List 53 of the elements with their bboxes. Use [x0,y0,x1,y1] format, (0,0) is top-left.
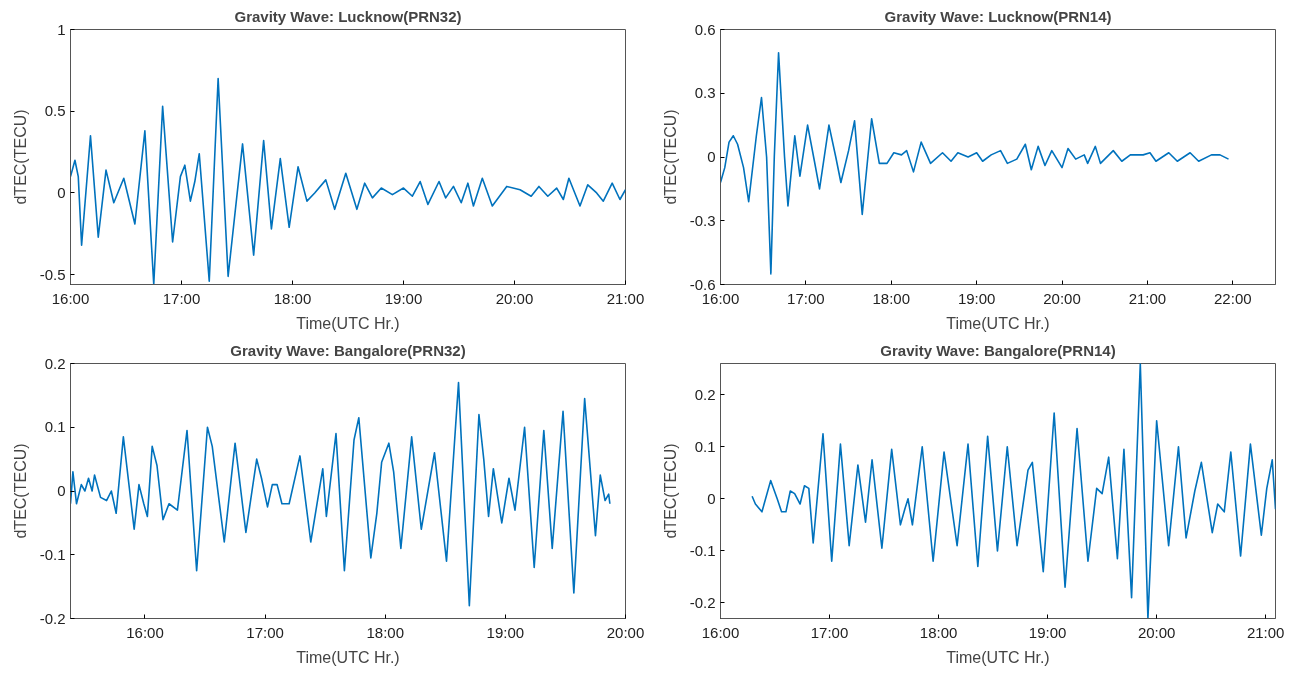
x-tick-label: 20:00 [1043,289,1081,307]
x-tick-label: 16:00 [51,289,90,307]
y-tick-label: -0.1 [689,541,716,559]
y-tick-label: 0 [707,489,716,507]
x-tick-label: 20:00 [1137,623,1176,641]
chart-title: Gravity Wave: Lucknow(PRN32) [234,7,462,25]
y-tick-label: -0.2 [689,593,716,611]
x-tick-label: 17:00 [162,289,201,307]
y-tick-label: -0.5 [39,265,66,283]
y-tick-label: 0.1 [44,418,66,436]
x-tick-label: 21:00 [1128,289,1167,307]
y-tick-label: -0.3 [689,211,716,229]
y-tick-label: 0.2 [44,354,66,372]
y-tick-label: 0.1 [694,437,716,455]
chart-title: Gravity Wave: Bangalore(PRN32) [230,341,466,359]
x-tick-label: 22:00 [1214,289,1252,307]
x-axis-title: Time(UTC Hr.) [296,314,400,332]
x-tick-label: 16:00 [126,623,164,641]
y-tick-label: 0.5 [44,102,66,120]
chart-title: Gravity Wave: Bangalore(PRN14) [880,341,1116,359]
x-tick-label: 19:00 [486,623,525,641]
y-tick-label: 1 [57,20,66,38]
x-tick-label: 17:00 [246,623,284,641]
x-axis-title: Time(UTC Hr.) [296,648,400,666]
x-tick-label: 19:00 [384,289,423,307]
y-tick-label: 0.3 [694,84,716,102]
chart-title: Gravity Wave: Lucknow(PRN14) [884,7,1112,25]
x-tick-label: 19:00 [957,289,996,307]
x-tick-label: 20:00 [495,289,534,307]
x-tick-label: 20:00 [606,623,645,641]
x-tick-label: 21:00 [1246,623,1285,641]
x-tick-label: 21:00 [606,289,645,307]
x-tick-label: 17:00 [810,623,849,641]
x-tick-label: 18:00 [919,623,958,641]
x-tick-label: 18:00 [366,623,405,641]
y-tick-label: -0.1 [39,545,66,563]
x-tick-label: 18:00 [273,289,312,307]
x-tick-label: 16:00 [701,623,740,641]
y-tick-label: 0.6 [694,20,716,38]
x-axis-title: Time(UTC Hr.) [946,648,1050,666]
y-tick-label: -0.2 [39,609,66,627]
y-tick-label: 0.2 [694,385,716,403]
y-axis-title: dTEC(TECU) [11,443,29,539]
y-axis-title: dTEC(TECU) [661,443,679,539]
y-axis-title: dTEC(TECU) [661,109,679,205]
y-tick-label: 0 [57,482,66,499]
x-axis-title: Time(UTC Hr.) [946,314,1050,332]
y-tick-label: 0 [707,148,716,165]
x-tick-label: 18:00 [872,289,911,307]
y-tick-label: 0 [57,183,66,201]
x-tick-label: 17:00 [787,289,825,307]
y-axis-title: dTEC(TECU) [11,109,29,205]
x-tick-label: 19:00 [1028,623,1067,641]
